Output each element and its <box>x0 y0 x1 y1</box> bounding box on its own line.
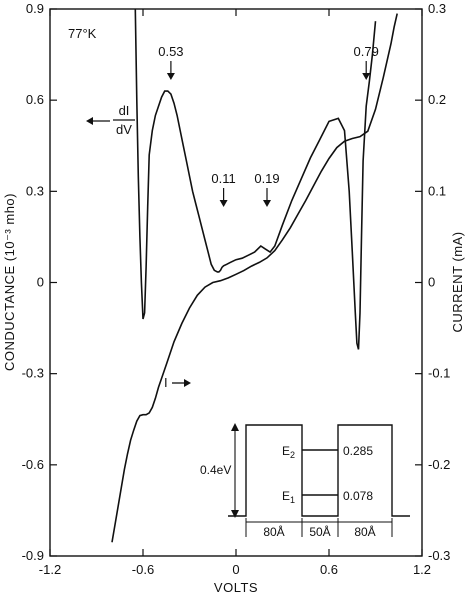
down-arrowhead-icon <box>219 200 228 207</box>
level-e1-base: E <box>282 489 290 503</box>
left-tick-label: -0.9 <box>22 548 44 563</box>
right-tick-label: -0.3 <box>428 548 450 563</box>
left-tick-label: 0 <box>37 275 44 290</box>
left-axis-title: CONDUCTANCE (10⁻³ mho) <box>2 193 17 371</box>
series-line-conductance <box>134 8 377 350</box>
left-tick-label: 0.9 <box>26 1 44 16</box>
x-axis-ticks: -1.2 -0.6 0 0.6 1.2 <box>39 9 431 577</box>
inset-potential-diagram: 0.4eV E2 0.285 E1 0.078 80Å 50Å 80Å <box>200 423 410 539</box>
series-line-current <box>111 13 398 543</box>
right-tick-label: 0.1 <box>428 183 446 198</box>
level-e2-base: E <box>282 444 290 458</box>
width-label-well: 50Å <box>309 524 330 539</box>
right-axis-ticks: 0.3 0.2 0.1 0 -0.1 -0.2 -0.3 <box>415 1 450 563</box>
didv-numerator: dI <box>119 103 130 118</box>
level-e2-name: E2 <box>282 444 295 460</box>
level-e1-name: E1 <box>282 489 295 505</box>
x-axis-title: VOLTS <box>214 580 258 594</box>
left-tick-label: -0.3 <box>22 366 44 381</box>
down-arrowhead-icon <box>362 73 371 80</box>
right-tick-label: 0 <box>428 275 435 290</box>
didv-denominator: dV <box>116 122 132 137</box>
left-tick-label: -0.6 <box>22 457 44 472</box>
x-tick-label: 1.2 <box>413 562 431 577</box>
x-tick-label: 0 <box>232 562 239 577</box>
peak-label: 0.11 <box>211 171 235 186</box>
barrier-arrowhead-up-icon <box>231 423 239 431</box>
left-arrowhead-icon <box>86 117 93 125</box>
plot-frame <box>49 8 423 557</box>
current-curve-label: I <box>164 375 191 390</box>
left-axis-ticks: 0.9 0.6 0.3 0 -0.3 -0.6 -0.9 <box>22 1 57 563</box>
level-e1-value: 0.078 <box>343 489 373 503</box>
right-axis-title: CURRENT (mA) <box>450 231 465 332</box>
right-tick-label: -0.2 <box>428 457 450 472</box>
right-tick-label: -0.1 <box>428 366 450 381</box>
current-label: I <box>164 375 168 390</box>
left-tick-label: 0.6 <box>26 92 44 107</box>
x-tick-label: 0.6 <box>320 562 338 577</box>
barrier-height-label: 0.4eV <box>200 463 231 477</box>
level-e2-sub: 2 <box>290 450 295 460</box>
peak-label: 0.79 <box>354 44 379 59</box>
temperature-label: 77°K <box>68 26 97 41</box>
conductance-curve-label: dI dV <box>86 103 135 137</box>
width-label-left-barrier: 80Å <box>263 524 284 539</box>
peak-label: 0.53 <box>158 44 183 59</box>
potential-profile <box>228 424 410 517</box>
width-label-right-barrier: 80Å <box>354 524 375 539</box>
barrier-arrowhead-down-icon <box>231 510 239 518</box>
right-tick-label: 0.2 <box>428 92 446 107</box>
peak-label: 0.19 <box>254 171 279 186</box>
level-e1-sub: 1 <box>290 495 295 505</box>
x-tick-label: -1.2 <box>39 562 61 577</box>
right-arrowhead-icon <box>184 379 191 387</box>
right-tick-label: 0.3 <box>428 1 446 16</box>
level-e2-value: 0.285 <box>343 444 373 458</box>
x-tick-label: -0.6 <box>132 562 154 577</box>
peak-annotations: 0.53 0.11 0.19 0.79 <box>158 44 379 207</box>
down-arrowhead-icon <box>263 200 271 207</box>
down-arrowhead-icon <box>166 73 175 80</box>
left-tick-label: 0.3 <box>26 183 44 198</box>
